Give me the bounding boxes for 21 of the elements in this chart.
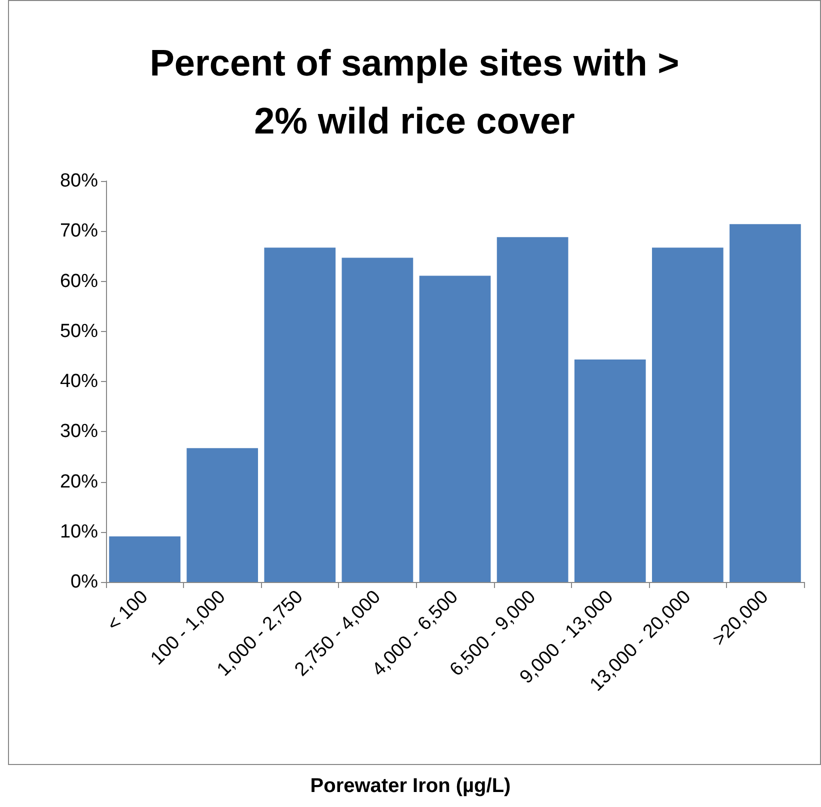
bar xyxy=(109,536,180,582)
x-tick-label: < 100 xyxy=(103,586,152,636)
y-tick-label: 10% xyxy=(60,521,98,542)
y-tick-label: 80% xyxy=(60,170,98,192)
y-tick-label: 30% xyxy=(60,421,98,442)
bar xyxy=(652,248,724,582)
bar xyxy=(342,258,414,582)
x-axis-title: Porewater Iron (µg/L) xyxy=(309,775,512,798)
y-tick-label: 70% xyxy=(60,220,98,242)
bar xyxy=(730,224,801,582)
y-tick-label: 60% xyxy=(60,270,98,292)
y-tick-label: 50% xyxy=(60,320,98,342)
bar xyxy=(264,248,336,582)
bar xyxy=(186,448,258,582)
y-tick-label: 0% xyxy=(70,572,98,592)
y-tick-label: 40% xyxy=(60,371,98,392)
bar xyxy=(574,359,646,582)
bar xyxy=(419,276,491,582)
y-tick-label: 20% xyxy=(60,471,98,492)
chart-title: Percent of sample sites with > 2% wild rice cover xyxy=(150,42,680,142)
bar xyxy=(496,237,568,582)
